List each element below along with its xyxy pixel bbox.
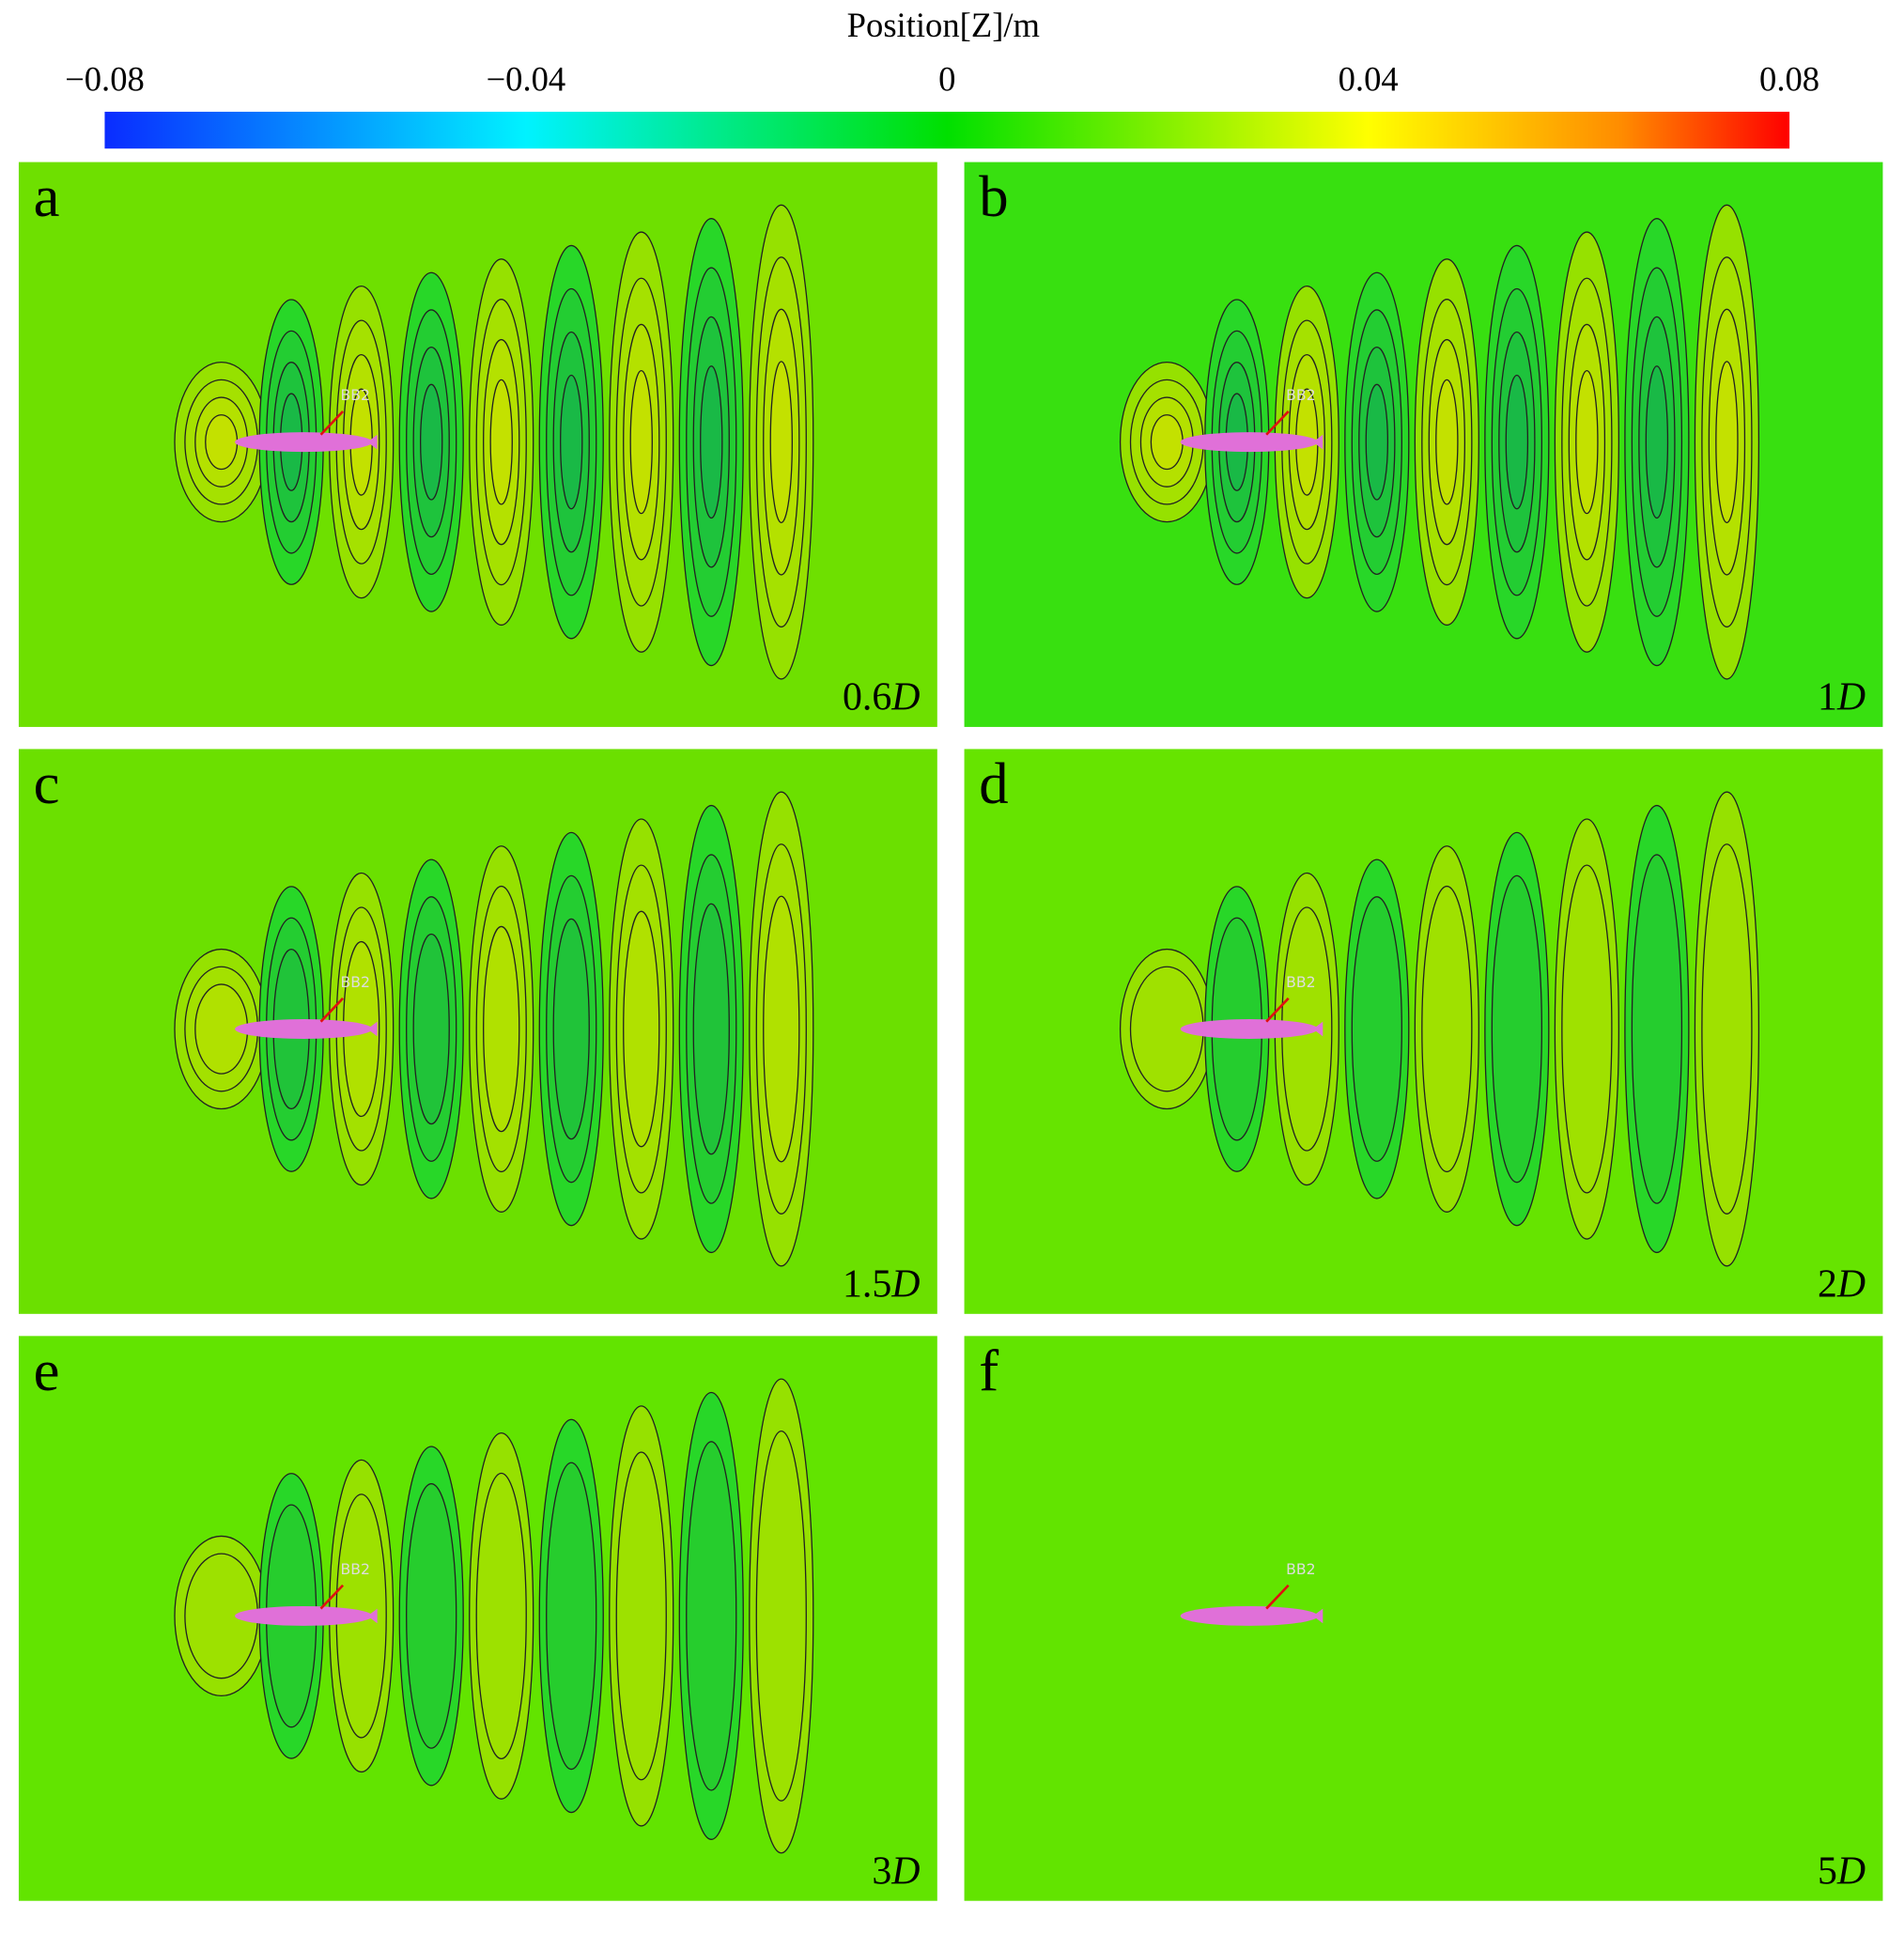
depth-value: 2 [1818, 1263, 1837, 1307]
contour [1701, 843, 1753, 1215]
panel: BB2 c 1.5D [18, 749, 937, 1314]
depth-value: 1.5 [843, 1263, 891, 1307]
submarine-tail [367, 1021, 378, 1037]
probe-line [1265, 997, 1290, 1023]
contour [615, 1451, 667, 1781]
contour [1491, 874, 1543, 1184]
contour [700, 365, 723, 519]
probe-line [1265, 410, 1290, 436]
panel: BB2 e 3D [18, 1336, 937, 1901]
depth-unit: D [1836, 676, 1865, 719]
contour [1351, 896, 1402, 1162]
submarine [1180, 1019, 1319, 1039]
panel-letter: e [34, 1338, 60, 1403]
submarine-tail [1312, 1021, 1324, 1037]
depth-label: 2D [1818, 1263, 1865, 1307]
contour [629, 369, 653, 515]
probe-line [319, 1584, 345, 1610]
contour [483, 925, 520, 1133]
depth-unit: D [1836, 1849, 1865, 1893]
submarine-tail [1312, 434, 1324, 450]
panel-background [964, 1336, 1883, 1901]
probe-label: BB2 [340, 1560, 369, 1578]
depth-unit: D [1836, 1263, 1865, 1307]
panel: BB2 d 2D [964, 749, 1883, 1314]
probe-label: BB2 [340, 386, 369, 404]
contour [1715, 361, 1739, 524]
contour [755, 1430, 807, 1802]
probe-label: BB2 [1286, 386, 1315, 404]
submarine [235, 1605, 373, 1626]
colorbar-tick-label: 0 [938, 60, 955, 99]
contour [1421, 885, 1473, 1173]
contour [763, 895, 800, 1163]
contour [406, 1483, 457, 1749]
colorbar-tick-label: −0.08 [65, 60, 145, 99]
colorbar-tick-label: 0.08 [1759, 60, 1819, 99]
contour [1365, 383, 1389, 501]
colorbar [104, 111, 1790, 149]
depth-label: 0.6D [843, 676, 921, 719]
probe-label: BB2 [1286, 1560, 1315, 1578]
panel: BB2 b 1D [964, 162, 1883, 727]
contour [1150, 414, 1184, 471]
depth-unit: D [890, 1263, 920, 1307]
submarine [235, 1019, 373, 1039]
contour [552, 918, 590, 1140]
submarine-tail [367, 434, 378, 450]
probe-line [319, 410, 345, 436]
depth-label: 1.5D [843, 1263, 921, 1307]
contour [1505, 374, 1529, 510]
contour [489, 379, 513, 505]
contour [1631, 854, 1683, 1204]
depth-value: 1 [1818, 676, 1837, 719]
contour [1645, 365, 1669, 519]
contour [1561, 864, 1613, 1194]
depth-label: 3D [872, 1849, 920, 1893]
probe-label: BB2 [1286, 973, 1315, 991]
probe-line [1265, 1584, 1290, 1610]
submarine-tail [367, 1608, 378, 1624]
panel-letter: b [979, 163, 1008, 229]
panel: BB2 a 0.6D [18, 162, 937, 727]
contour [560, 374, 583, 510]
colorbar-tick-label: −0.04 [487, 60, 566, 99]
contour [475, 1472, 527, 1759]
contour [686, 1441, 737, 1791]
submarine [1180, 1605, 1319, 1626]
contour [623, 910, 660, 1148]
contour [769, 361, 793, 524]
panel-letter: d [979, 750, 1008, 816]
depth-unit: D [890, 1849, 920, 1893]
submarine-tail [1312, 1608, 1324, 1624]
probe-line [319, 997, 345, 1023]
depth-value: 5 [1818, 1849, 1837, 1893]
panel-letter: c [34, 750, 60, 816]
probe-label: BB2 [340, 973, 369, 991]
contour [1435, 379, 1459, 505]
panel-letter: f [979, 1338, 998, 1403]
contour [1575, 369, 1599, 515]
panel-letter: a [34, 163, 60, 229]
contour [419, 383, 443, 501]
colorbar-tick-label: 0.04 [1339, 60, 1399, 99]
depth-value: 3 [872, 1849, 891, 1893]
contour [412, 933, 450, 1125]
submarine [1180, 432, 1319, 453]
panel: BB2 f 5D [964, 1336, 1883, 1901]
submarine [235, 432, 373, 453]
colorbar-title: Position[Z]/m [847, 6, 1040, 44]
depth-label: 5D [1818, 1849, 1865, 1893]
contour [692, 903, 730, 1155]
contour [205, 414, 239, 471]
depth-value: 0.6 [843, 676, 891, 719]
depth-unit: D [890, 676, 920, 719]
depth-label: 1D [1818, 676, 1865, 719]
contour [546, 1462, 597, 1771]
